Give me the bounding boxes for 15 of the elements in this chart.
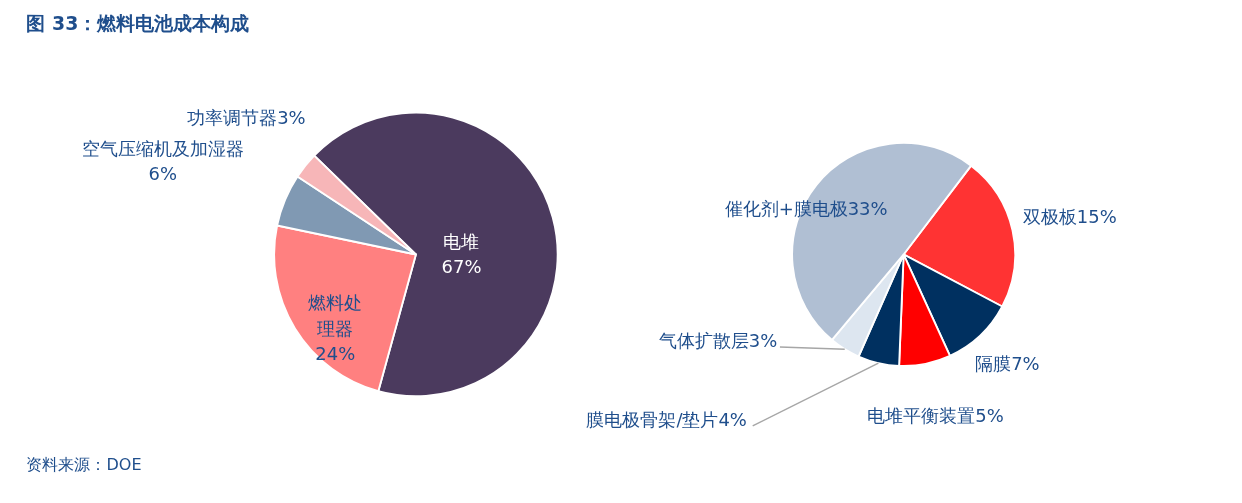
slice-label: 双极板15% [1022,206,1117,228]
chart-title: 图 33：燃料电池成本构成 [26,12,250,35]
data-label: 24% [315,343,356,365]
slice-label: 膜电极骨架/垫片4% [586,408,747,430]
slice-label: 功率调节器3% [187,107,306,129]
text: 资料来源：DOE [26,454,142,474]
slice-label: 电堆平衡装置5% [867,405,1004,427]
slice-label: 空气压缩机及加湿器 [81,137,244,159]
slice-label: 催化剂+膜电极33% [724,198,888,220]
slice-label: 隔膜7% [975,353,1040,375]
slice-label: 气体扩散层3% [658,330,778,351]
data-label: 67% [441,256,482,278]
slice-label: 燃料处理器 [308,292,363,339]
slice-label: 电堆 [443,230,480,252]
data-label: 6% [148,163,177,185]
